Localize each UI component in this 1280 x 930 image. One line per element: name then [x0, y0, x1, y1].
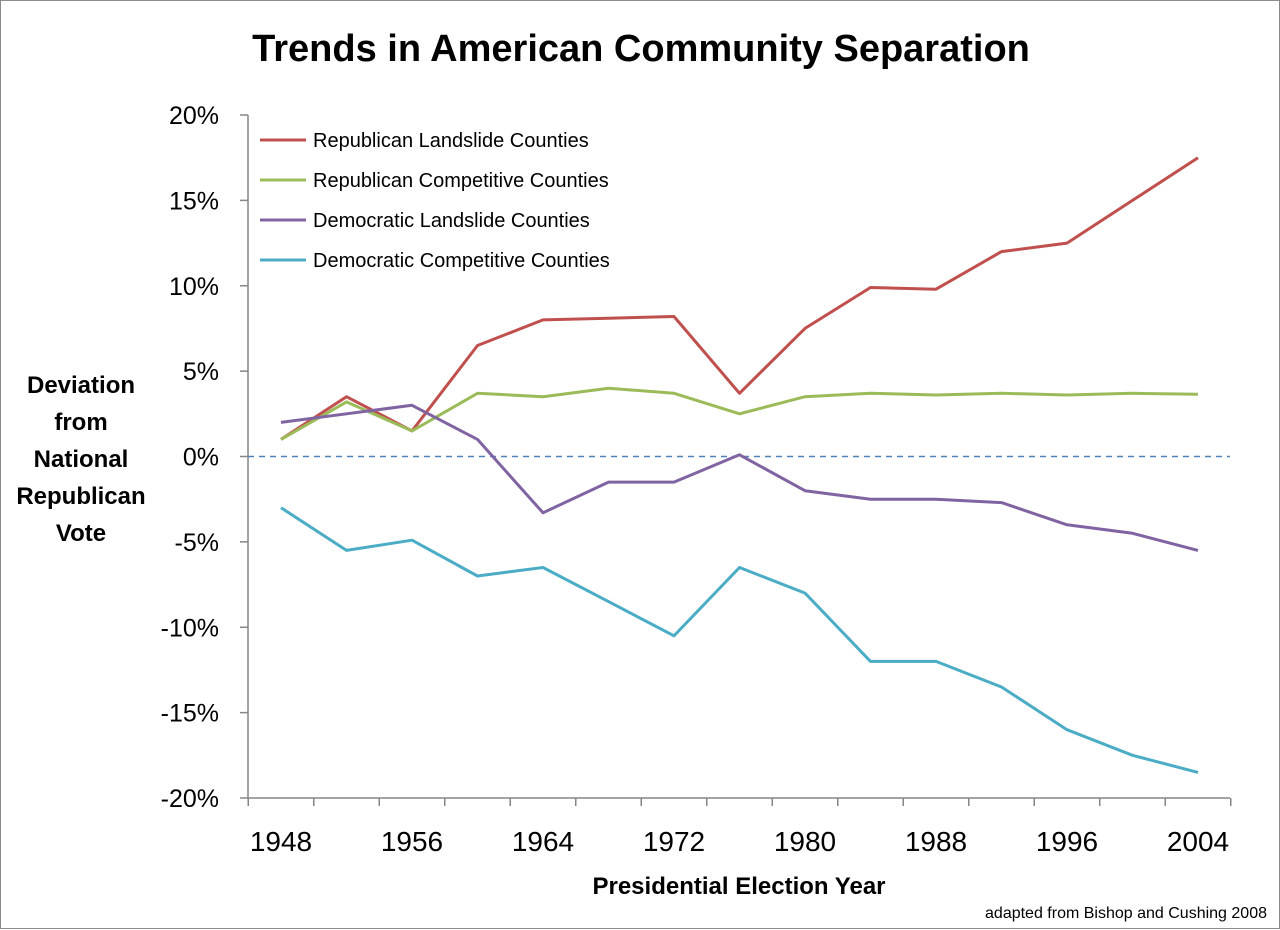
x-tick-label: 1988 — [905, 826, 967, 857]
legend-label: Democratic Landslide Counties — [313, 210, 590, 232]
y-tick-label: 20% — [169, 102, 219, 130]
y-tick-labels: 20% 15% 10% 5% 0% -5% -10% -15% -20% — [161, 102, 219, 813]
y-tick-label: -15% — [161, 700, 219, 728]
x-tick-label: 1956 — [381, 826, 443, 857]
x-tick-label: 2004 — [1167, 826, 1229, 857]
y-axis-title-line: Vote — [56, 520, 106, 547]
y-tick-label: -10% — [161, 614, 219, 642]
x-tick-label: 1964 — [512, 826, 574, 857]
x-tick-label: 1948 — [250, 826, 312, 857]
y-tick-label: 5% — [183, 358, 219, 386]
legend: Republican Landslide Counties Republican … — [260, 130, 610, 272]
series-lines — [280, 156, 1199, 774]
y-tick-label: -20% — [161, 785, 219, 813]
y-tick-label: 15% — [169, 187, 219, 215]
y-tick-label: 10% — [169, 273, 219, 301]
x-axis-title: Presidential Election Year — [592, 873, 885, 900]
y-axis-title: Deviation from National Republican Vote — [16, 372, 145, 547]
legend-label: Democratic Competitive Counties — [313, 250, 610, 272]
chart-title: Trends in American Community Separation — [252, 28, 1030, 70]
x-tick-label: 1980 — [774, 826, 836, 857]
y-axis-title-line: Deviation — [27, 372, 135, 399]
y-axis-title-line: Republican — [16, 483, 145, 510]
series-line-2 — [280, 403, 1199, 552]
y-axis-title-line: National — [34, 446, 129, 473]
legend-label: Republican Competitive Counties — [313, 170, 609, 192]
y-tick-label: 0% — [183, 444, 219, 472]
y-axis-title-line: from — [54, 409, 107, 436]
x-tick-labels: 1948 1956 1964 1972 1980 1988 1996 2004 — [250, 826, 1229, 857]
series-line-1 — [280, 386, 1199, 441]
y-tick-label: -5% — [175, 529, 219, 557]
x-tick-label: 1972 — [643, 826, 705, 857]
source-note: adapted from Bishop and Cushing 2008 — [985, 905, 1267, 922]
series-line-3 — [280, 506, 1199, 774]
legend-label: Republican Landslide Counties — [313, 130, 589, 152]
x-tick-label: 1996 — [1036, 826, 1098, 857]
series-line-0 — [280, 156, 1199, 441]
